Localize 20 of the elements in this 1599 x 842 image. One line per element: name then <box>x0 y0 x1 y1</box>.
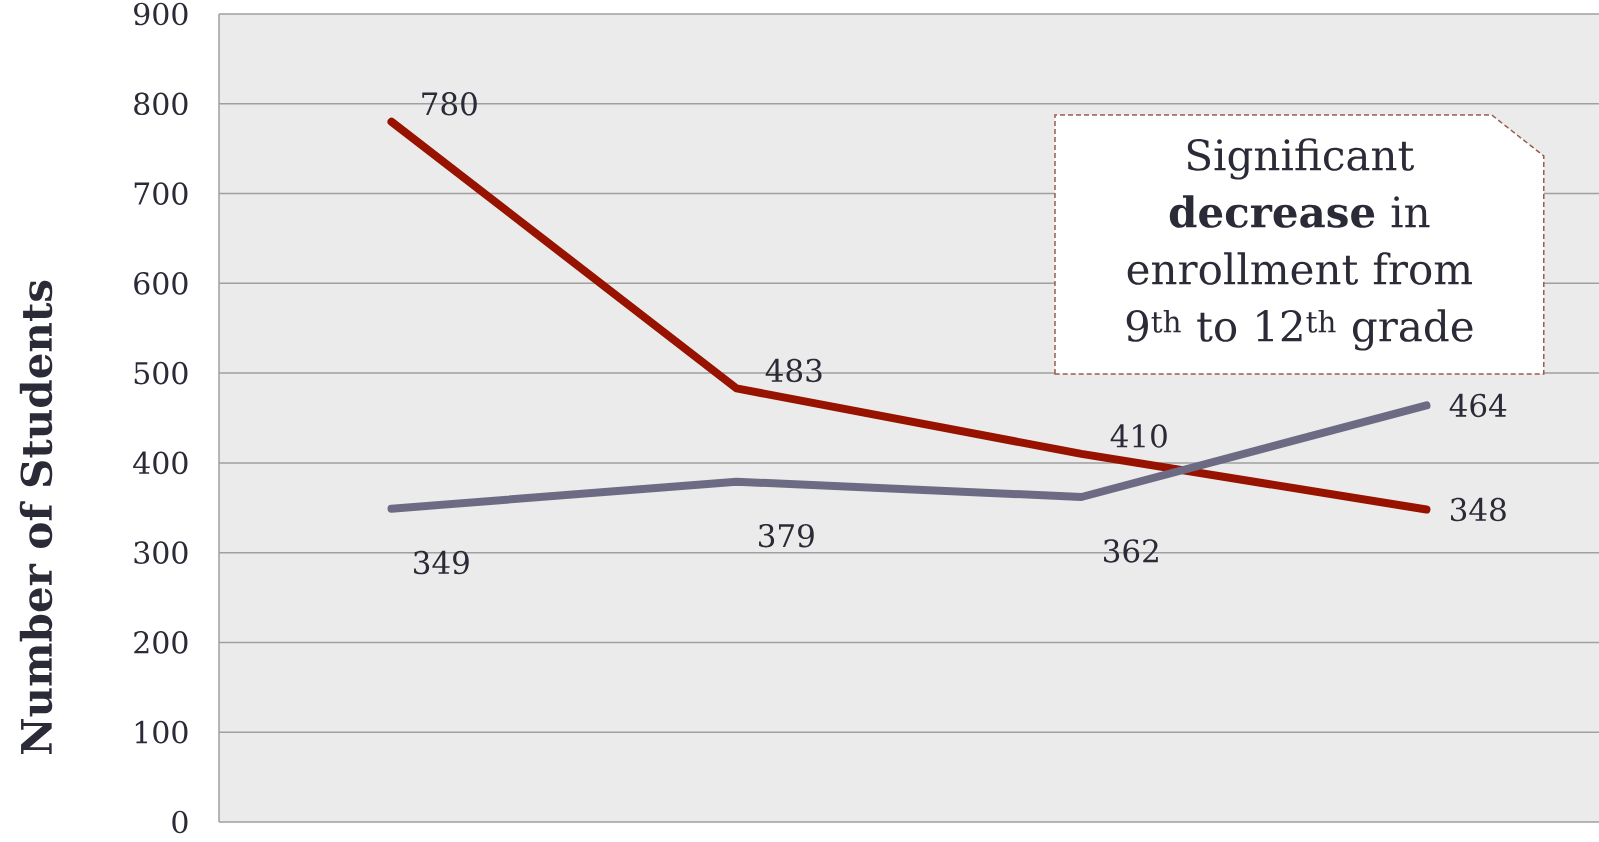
y-tick-label: 100 <box>135 720 188 744</box>
y-tick-label: 500 <box>134 361 188 385</box>
data-label: 483 <box>765 358 822 383</box>
y-axis-title: Number of Students <box>19 280 53 754</box>
text: Significant decrease in enrollment from 9$^{th}$ to 12$^{th}$ grade <box>1126 138 1473 351</box>
y-tick-label: 0 <box>172 810 188 834</box>
y-tick-label: 400 <box>133 451 188 475</box>
data-label: 464 <box>1449 393 1507 418</box>
data-label: 349 <box>414 550 469 575</box>
data-label: 348 <box>1451 497 1506 522</box>
y-tick-label: 600 <box>134 271 188 295</box>
y-tick-label: 900 <box>134 2 188 26</box>
y-tick-label: 200 <box>134 631 188 654</box>
y-tick-label: 300 <box>134 541 188 564</box>
data-label: 379 <box>759 523 814 548</box>
y-tick-label: 800 <box>134 92 188 116</box>
data-label: 410 <box>1110 424 1167 448</box>
data-label: 780 <box>422 92 477 116</box>
data-label: 362 <box>1104 539 1158 563</box>
y-tick-label: 700 <box>134 182 188 205</box>
